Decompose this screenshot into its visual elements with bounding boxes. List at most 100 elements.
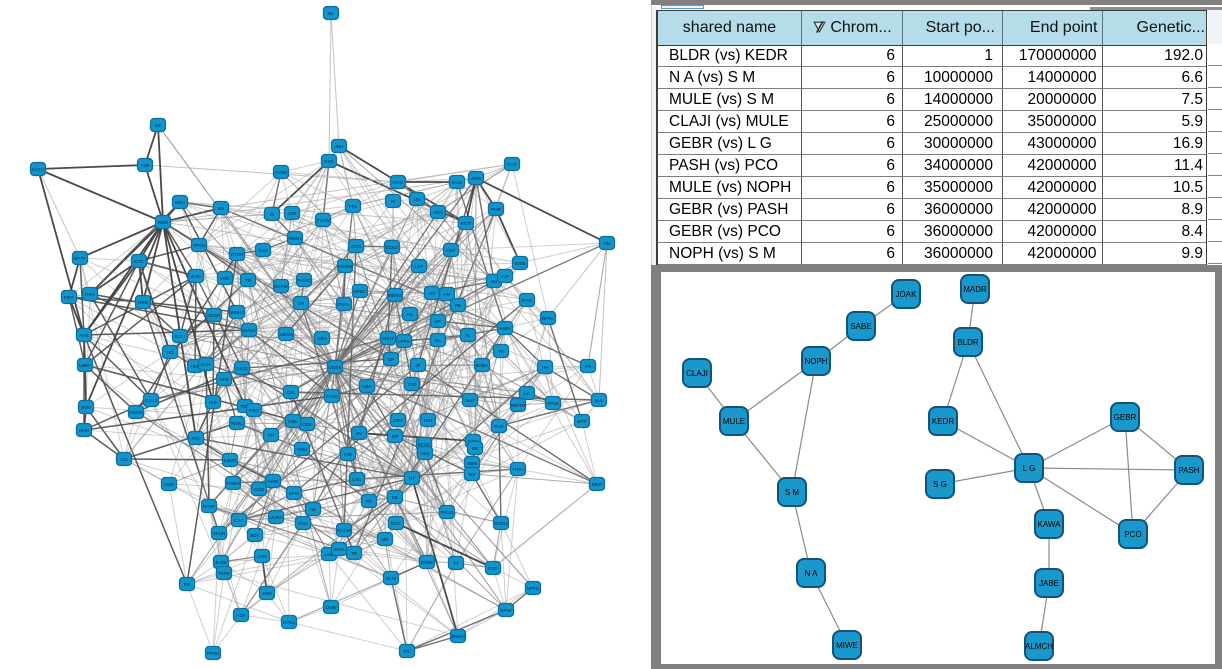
svg-text:TTI: TTI <box>268 433 275 438</box>
svg-text:ECKD: ECKD <box>386 245 399 250</box>
svg-text:TDE: TDE <box>240 404 249 409</box>
svg-text:HA: HA <box>407 312 414 317</box>
svg-text:IROA: IROA <box>333 547 345 552</box>
svg-text:HWH: HWH <box>500 326 511 331</box>
svg-text:L G: L G <box>1023 464 1036 473</box>
svg-text:HO: HO <box>167 350 174 355</box>
svg-text:KHN: KHN <box>79 428 89 433</box>
svg-text:PCO: PCO <box>1124 530 1141 539</box>
svg-text:PPWI: PPWI <box>207 651 219 656</box>
svg-text:MENG: MENG <box>388 293 402 298</box>
svg-text:WF: WF <box>154 123 161 128</box>
svg-text:N A: N A <box>805 569 819 578</box>
svg-text:KAW: KAW <box>201 362 212 367</box>
svg-text:NPB: NPB <box>219 377 228 382</box>
svg-text:HRB: HRB <box>138 300 148 305</box>
svg-text:CSC: CSC <box>234 518 244 523</box>
svg-text:VPTU: VPTU <box>527 586 539 591</box>
svg-text:OAIG: OAIG <box>326 394 338 399</box>
svg-text:SPBC: SPBC <box>354 289 367 294</box>
svg-text:MIWE: MIWE <box>836 641 858 650</box>
svg-text:CSOA: CSOA <box>129 410 143 415</box>
svg-text:JKEF: JKEF <box>464 398 475 403</box>
svg-text:ICB: ICB <box>209 400 217 405</box>
svg-text:WEHJ: WEHJ <box>230 310 243 315</box>
svg-text:DTD: DTD <box>488 566 498 571</box>
svg-text:GEBR: GEBR <box>1114 413 1137 422</box>
svg-text:SABE: SABE <box>850 322 871 331</box>
svg-text:FOO: FOO <box>249 408 259 413</box>
svg-text:COJJ: COJJ <box>145 398 156 403</box>
svg-text:OUU: OUU <box>452 180 462 185</box>
svg-text:NDSL: NDSL <box>231 421 244 426</box>
svg-text:AKID: AKID <box>268 479 279 484</box>
svg-text:ODE: ODE <box>302 422 312 427</box>
svg-text:OCB: OCB <box>254 487 264 492</box>
svg-text:UGEK: UGEK <box>328 365 342 370</box>
svg-text:NL: NL <box>328 11 334 16</box>
svg-text:LEI: LEI <box>414 197 421 202</box>
svg-text:TVVW: TVVW <box>316 218 330 223</box>
svg-text:AKN: AKN <box>433 210 442 215</box>
svg-text:BLDR: BLDR <box>957 338 979 347</box>
svg-text:IHCG: IHCG <box>236 366 248 371</box>
svg-text:FPL: FPL <box>349 204 358 209</box>
svg-text:TSPE: TSPE <box>218 571 230 576</box>
svg-text:MADR: MADR <box>963 285 987 294</box>
svg-text:HA: HA <box>542 365 549 370</box>
svg-text:KAWA: KAWA <box>1038 520 1062 529</box>
svg-text:HSL: HSL <box>191 364 200 369</box>
svg-text:RBWJ: RBWJ <box>288 236 301 241</box>
svg-text:KMKK: KMKK <box>242 328 256 333</box>
svg-text:AHB: AHB <box>79 333 88 338</box>
svg-text:JCR: JCR <box>288 211 298 216</box>
svg-text:OBF: OBF <box>446 248 456 253</box>
svg-text:FIDT: FIDT <box>64 295 74 300</box>
svg-text:VSM: VSM <box>297 447 307 452</box>
svg-text:PSPL: PSPL <box>338 302 350 307</box>
svg-text:MBR: MBR <box>592 482 603 487</box>
svg-text:LGF: LGF <box>415 264 424 269</box>
svg-text:CLI: CLI <box>120 457 127 462</box>
svg-text:IW: IW <box>310 507 316 512</box>
svg-text:BDK: BDK <box>250 533 260 538</box>
svg-text:AMWN: AMWN <box>338 264 353 269</box>
svg-text:TE: TE <box>498 349 504 354</box>
svg-text:SBHT: SBHT <box>382 336 394 341</box>
svg-text:NM: NM <box>603 241 610 246</box>
svg-text:KEDR: KEDR <box>932 417 954 426</box>
svg-text:VFUN: VFUN <box>213 531 226 536</box>
svg-text:EI: EI <box>270 212 274 217</box>
svg-text:GP: GP <box>388 357 395 362</box>
svg-text:RWB: RWB <box>158 220 169 225</box>
svg-text:MULE: MULE <box>723 417 745 426</box>
svg-text:DP: DP <box>392 434 398 439</box>
svg-text:JF: JF <box>415 363 420 368</box>
svg-text:LMEF: LMEF <box>79 363 91 368</box>
svg-text:SVN: SVN <box>81 405 90 410</box>
svg-text:CPDJ: CPDJ <box>283 620 295 625</box>
svg-text:IGB: IGB <box>141 163 149 168</box>
svg-text:WTF: WTF <box>577 419 587 424</box>
svg-text:JDGR: JDGR <box>208 313 221 318</box>
svg-text:CATC: CATC <box>32 167 45 172</box>
svg-text:JWV: JWV <box>262 591 273 596</box>
svg-text:ICTL: ICTL <box>134 259 144 264</box>
svg-text:BCBH: BCBH <box>476 363 489 368</box>
svg-text:SLNI: SLNI <box>386 576 396 581</box>
svg-text:FAMO: FAMO <box>297 278 310 283</box>
svg-text:ALMCH: ALMCH <box>1025 642 1053 651</box>
svg-text:AL: AL <box>465 333 471 338</box>
svg-text:NOPH: NOPH <box>804 357 827 366</box>
svg-text:ESK: ESK <box>324 159 334 164</box>
svg-text:DNEE: DNEE <box>421 560 434 565</box>
svg-text:RNL: RNL <box>191 436 201 441</box>
svg-text:RK: RK <box>455 303 462 308</box>
svg-text:OJO: OJO <box>258 248 268 253</box>
svg-text:GVEU: GVEU <box>494 521 507 526</box>
svg-text:BMKH: BMKH <box>451 634 464 639</box>
svg-text:PIL: PIL <box>404 649 411 654</box>
svg-text:MRJ: MRJ <box>175 200 184 205</box>
svg-text:JHDB: JHDB <box>215 560 227 565</box>
svg-text:KL: KL <box>435 338 441 343</box>
